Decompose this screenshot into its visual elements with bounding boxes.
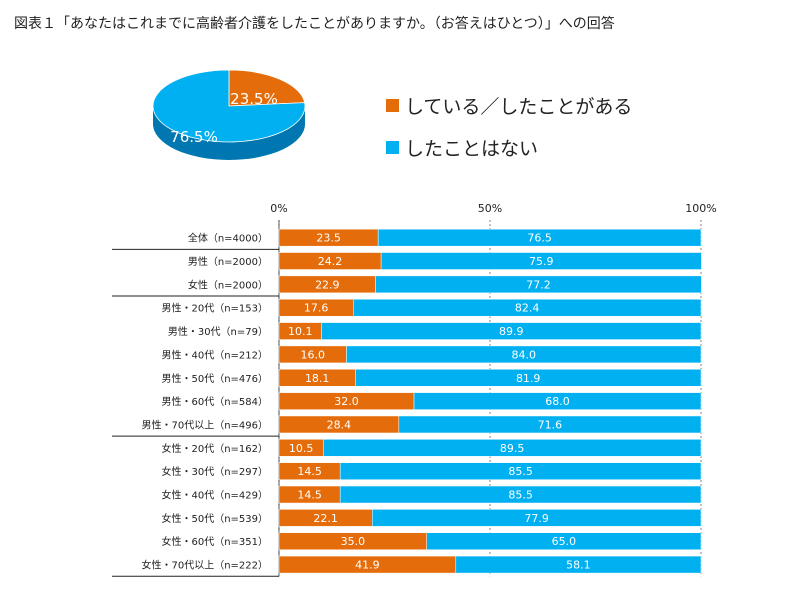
data-label-1-2: 77.2 — [526, 278, 551, 291]
data-label-0-8: 28.4 — [327, 418, 352, 431]
category-label-6: 男性・50代（n=476） — [161, 372, 268, 385]
data-label-0-10: 14.5 — [297, 465, 322, 478]
chart-title: 図表１「あなたはこれまでに高齢者介護をしたことがありますか。（お答えはひとつ）」… — [14, 16, 615, 32]
bar-segment-1-11 — [339, 485, 702, 504]
legend-item-done: している／したことがある — [386, 92, 632, 119]
category-label-7: 男性・60代（n=584） — [161, 395, 268, 408]
data-label-1-14: 58.1 — [566, 559, 591, 572]
pie-slice-1 — [152, 69, 306, 143]
pie-slice-0 — [228, 69, 306, 107]
bar-segment-1-6 — [355, 369, 702, 387]
data-label-0-12: 22.1 — [313, 512, 338, 525]
bar-segment-1-10 — [339, 462, 702, 480]
legend-swatch-blue — [386, 141, 399, 154]
pie-value-label-1: 76.5% — [170, 128, 218, 146]
bar-segment-1-2 — [375, 275, 702, 294]
data-label-1-12: 77.9 — [524, 512, 549, 525]
data-label-1-4: 89.9 — [499, 325, 524, 338]
category-label-3: 男性・20代（n=153） — [161, 302, 268, 315]
bar-segment-1-1 — [380, 252, 702, 270]
data-label-1-9: 89.5 — [500, 442, 525, 455]
data-label-1-11: 85.5 — [508, 489, 533, 502]
bar-segment-1-13 — [426, 532, 702, 550]
category-label-14: 女性・70代以上（n=222） — [141, 559, 268, 572]
data-label-0-9: 10.5 — [289, 442, 314, 455]
data-label-0-3: 17.6 — [304, 302, 329, 315]
category-label-0: 全体（n=4000） — [188, 232, 268, 245]
x-tick-label-0: 0% — [270, 202, 287, 215]
bar-segment-1-14 — [455, 555, 702, 574]
category-label-5: 男性・40代（n=212） — [161, 348, 268, 361]
bar-segment-1-0 — [377, 228, 702, 247]
data-label-0-1: 24.2 — [318, 255, 343, 268]
data-label-0-5: 16.0 — [301, 348, 326, 361]
data-label-0-7: 32.0 — [334, 395, 359, 408]
data-label-0-0: 23.5 — [316, 232, 341, 245]
category-label-10: 女性・30代（n=297） — [161, 465, 268, 478]
data-label-1-0: 76.5 — [527, 232, 552, 245]
pie-chart: 23.5% 76.5% — [152, 69, 306, 160]
data-label-1-10: 85.5 — [508, 465, 533, 478]
pie-side-wall — [153, 106, 305, 160]
data-label-1-3: 82.4 — [515, 302, 540, 315]
bar-segment-1-3 — [353, 298, 702, 317]
data-label-1-8: 71.6 — [538, 418, 563, 431]
data-label-1-5: 84.0 — [512, 348, 537, 361]
data-label-0-2: 22.9 — [315, 278, 340, 291]
x-tick-label-2: 100% — [685, 202, 716, 215]
data-label-1-13: 65.0 — [552, 535, 577, 548]
bar-segment-1-5 — [346, 345, 702, 364]
legend-label-never: したことはない — [405, 138, 539, 160]
data-label-0-14: 41.9 — [355, 559, 380, 572]
data-label-1-7: 68.0 — [545, 395, 570, 408]
category-label-13: 女性・60代（n=351） — [161, 535, 268, 548]
category-label-8: 男性・70代以上（n=496） — [141, 418, 268, 431]
bar-segment-1-8 — [398, 415, 702, 434]
bar-segment-1-9 — [323, 439, 702, 457]
data-label-1-1: 75.9 — [529, 255, 554, 268]
legend-item-never: したことはない — [386, 134, 538, 161]
x-tick-label-1: 50% — [478, 202, 502, 215]
data-label-0-4: 10.1 — [288, 325, 313, 338]
data-label-0-13: 35.0 — [341, 535, 366, 548]
bar-segment-1-7 — [413, 392, 702, 410]
legend-label-done: している／したことがある — [405, 96, 633, 118]
category-label-11: 女性・40代（n=429） — [161, 489, 268, 502]
bar-segment-1-4 — [321, 322, 702, 340]
data-label-0-6: 18.1 — [305, 372, 330, 385]
data-label-0-11: 14.5 — [297, 489, 322, 502]
data-label-1-6: 81.9 — [516, 372, 541, 385]
category-label-1: 男性（n=2000） — [188, 255, 268, 268]
category-label-2: 女性（n=2000） — [188, 278, 268, 291]
bar-segment-1-12 — [372, 509, 702, 527]
legend-swatch-orange — [386, 99, 399, 112]
category-label-4: 男性・30代（n=79） — [168, 325, 268, 338]
category-label-9: 女性・20代（n=162） — [161, 442, 268, 455]
category-label-12: 女性・50代（n=539） — [161, 512, 268, 525]
pie-value-label-0: 23.5% — [230, 90, 278, 108]
